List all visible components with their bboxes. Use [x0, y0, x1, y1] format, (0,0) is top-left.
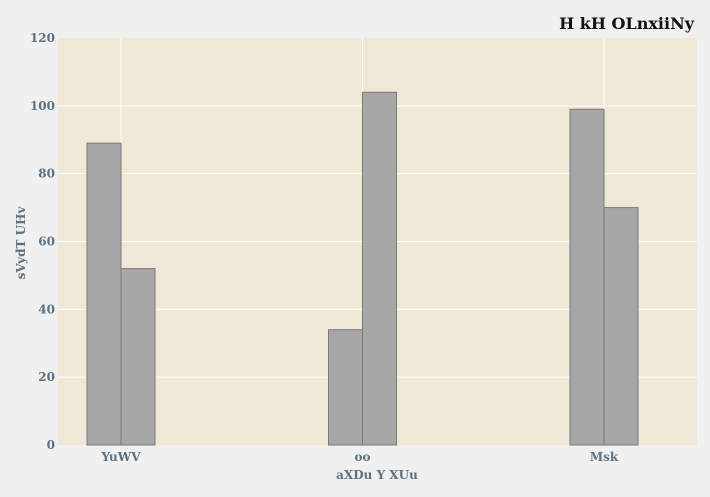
bars [86, 91, 639, 446]
bar[interactable] [362, 91, 397, 446]
bar[interactable] [86, 142, 122, 446]
y-axis-ticks: 0 20 40 60 80 100 120 [30, 31, 55, 452]
y-axis-title: sVydT UHv [14, 206, 28, 280]
x-axis-title: aXDu Y XUu [336, 468, 418, 482]
y-tick-label: 100 [30, 99, 55, 113]
x-tick-label: YuWV [100, 450, 141, 464]
y-tick-label: 80 [38, 167, 55, 181]
x-tick-label: oo [354, 450, 370, 464]
bar[interactable] [120, 268, 156, 446]
bar[interactable] [328, 329, 363, 446]
y-tick-label: 40 [38, 302, 55, 316]
y-tick-label: 60 [38, 235, 55, 249]
bar[interactable] [569, 108, 605, 446]
y-tick-label: 0 [47, 438, 55, 452]
chart-title: H kH OLnxiiNy [559, 14, 695, 33]
bar[interactable] [603, 207, 639, 446]
y-tick-label: 120 [30, 31, 55, 45]
y-tick-label: 20 [38, 370, 55, 384]
x-axis-ticks: YuWV oo Msk [100, 450, 618, 464]
x-tick-label: Msk [590, 450, 619, 464]
